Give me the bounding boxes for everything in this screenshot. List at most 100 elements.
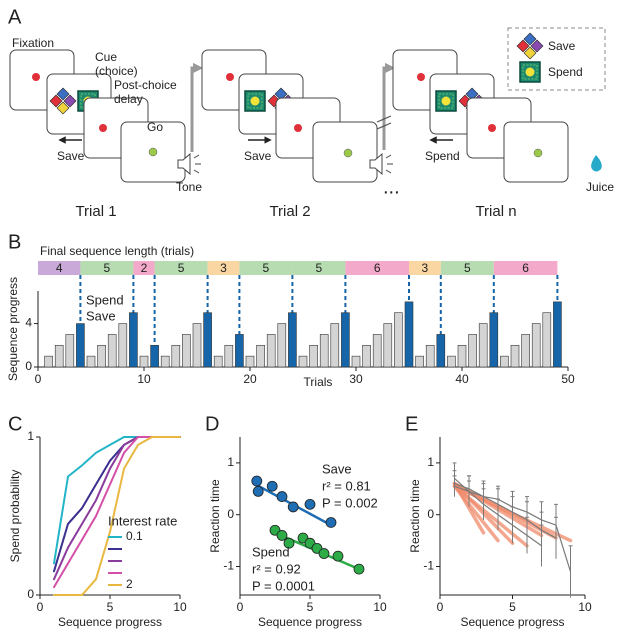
segment bbox=[409, 261, 441, 275]
point bbox=[332, 550, 344, 562]
y-tick-label: -1 bbox=[423, 559, 434, 573]
phase-label: (choice) bbox=[95, 64, 138, 78]
segment-label: 4 bbox=[56, 261, 63, 275]
bar bbox=[330, 323, 340, 368]
segment-label: 5 bbox=[263, 261, 270, 275]
bar bbox=[489, 312, 499, 368]
next-trial-arrow bbox=[190, 62, 204, 152]
point bbox=[252, 485, 264, 497]
bar bbox=[213, 355, 223, 368]
bar bbox=[319, 334, 329, 368]
bar bbox=[298, 355, 308, 368]
x-tick-label: 0 bbox=[237, 600, 244, 614]
bar bbox=[436, 334, 446, 368]
event-label: Juice bbox=[586, 180, 614, 194]
trial-label: Trial 2 bbox=[269, 203, 310, 220]
y-tick-label: 0 bbox=[27, 587, 34, 601]
segment-label: 6 bbox=[522, 261, 529, 275]
speaker bbox=[177, 152, 191, 176]
phase-label: Go bbox=[147, 120, 163, 134]
x-tick-label: 40 bbox=[455, 372, 469, 386]
y-tick-label: 1 bbox=[427, 455, 434, 469]
bar bbox=[478, 323, 488, 368]
point bbox=[318, 548, 330, 559]
phase-label: Fixation bbox=[12, 36, 54, 50]
x-tick-label: 5 bbox=[307, 600, 314, 614]
go-dot bbox=[533, 148, 543, 158]
x-axis-label: Sequence progress bbox=[58, 615, 162, 629]
panel-label: D bbox=[205, 413, 219, 435]
trial-label: Trial n bbox=[475, 203, 516, 220]
bar bbox=[531, 323, 541, 368]
annotation: r² = 0.81 bbox=[322, 478, 371, 493]
bar bbox=[362, 344, 371, 368]
bar bbox=[277, 323, 287, 368]
panel-label: E bbox=[405, 413, 418, 435]
x-axis-label: Sequence progress bbox=[258, 615, 362, 629]
y-axis-label: Spend probability bbox=[8, 470, 22, 563]
segment bbox=[345, 261, 409, 275]
point bbox=[276, 530, 288, 541]
fixation-dot bbox=[294, 124, 302, 132]
bar bbox=[203, 312, 212, 368]
segment bbox=[440, 261, 494, 275]
go-dot bbox=[148, 147, 158, 157]
series-line bbox=[53, 436, 181, 596]
fixation-dot bbox=[417, 73, 425, 81]
x-tick-label: 10 bbox=[137, 372, 151, 386]
point bbox=[353, 563, 365, 575]
spend-cue bbox=[435, 90, 457, 112]
bar bbox=[44, 355, 53, 368]
x-axis-label: Trials bbox=[304, 375, 333, 389]
phase-label: delay bbox=[114, 92, 143, 106]
choice-label: Spend bbox=[425, 149, 460, 163]
annotation: Save bbox=[322, 461, 352, 476]
juice-drop bbox=[591, 155, 602, 172]
trial-label: Trial 1 bbox=[75, 203, 116, 220]
task-diagram: Save Spend Fixation Cue (choice) Post-ch… bbox=[9, 27, 614, 220]
y-tick-label: 1 bbox=[227, 455, 234, 469]
phase-label: Post-choice bbox=[114, 78, 177, 92]
series-line bbox=[452, 484, 529, 548]
x-axis-label: Sequence progress bbox=[460, 615, 564, 629]
legend-title: Interest rate bbox=[108, 513, 177, 528]
segment bbox=[493, 261, 558, 275]
x-tick-label: 5 bbox=[509, 600, 516, 614]
x-tick-label: 0 bbox=[37, 600, 44, 614]
y-axis-label: Reaction time bbox=[208, 479, 222, 553]
point bbox=[304, 498, 316, 510]
bar bbox=[510, 344, 520, 368]
y-tick-label: 1 bbox=[27, 429, 34, 443]
choice-label: Save bbox=[244, 149, 272, 163]
segment-label: 5 bbox=[316, 261, 323, 275]
segment bbox=[239, 261, 293, 275]
bar bbox=[383, 323, 393, 368]
save-cue bbox=[516, 32, 544, 60]
panel-label: A bbox=[8, 6, 22, 28]
fixation-dot bbox=[99, 124, 107, 132]
go-dot bbox=[343, 148, 353, 158]
segment bbox=[154, 261, 208, 275]
panel-label: C bbox=[8, 413, 22, 435]
spend-cue bbox=[519, 61, 541, 83]
cue-legend-box bbox=[507, 27, 606, 91]
segment-label: 5 bbox=[464, 261, 471, 275]
x-tick-label: 30 bbox=[349, 372, 363, 386]
y-axis-label: Sequence progress bbox=[6, 277, 20, 381]
bar bbox=[256, 344, 265, 368]
legend-label: 2 bbox=[126, 577, 133, 591]
fixation-dot bbox=[488, 124, 496, 132]
bar bbox=[447, 355, 456, 368]
fixation-dot bbox=[32, 73, 40, 81]
bar bbox=[235, 334, 244, 368]
sound-lines bbox=[193, 154, 201, 174]
y-tick-label: 0 bbox=[227, 507, 234, 521]
sound-lines bbox=[385, 154, 393, 174]
bar bbox=[76, 323, 85, 368]
segment bbox=[80, 261, 134, 275]
legend-label: Spend bbox=[548, 65, 583, 79]
annotation: r² = 0.92 bbox=[252, 561, 301, 576]
segment-label: 2 bbox=[141, 261, 148, 275]
bar bbox=[97, 344, 106, 368]
